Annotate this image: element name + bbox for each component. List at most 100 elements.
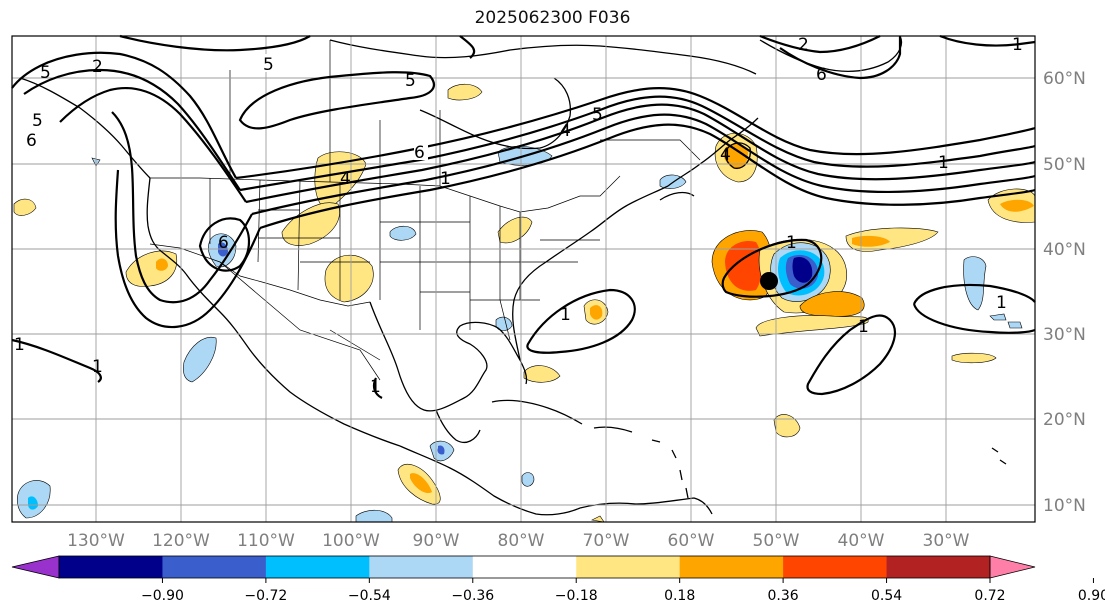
colorbar-segment: [886, 556, 991, 578]
shade-royal-honduras: [437, 445, 445, 455]
contour-label: 1: [858, 317, 869, 337]
contour-trough-west-2: [23, 68, 241, 191]
contour-jet-4: [251, 113, 1036, 216]
contour-label: 1: [560, 305, 571, 325]
contour-label: 1: [996, 293, 1007, 313]
contour-label: 4: [720, 145, 731, 165]
shade-yellow-carib: [591, 515, 605, 523]
lon-label: 130°W: [67, 531, 125, 551]
lat-label: 50°N: [1043, 155, 1086, 175]
contour-greenland-3: [939, 34, 1036, 47]
contour-trough-west-3: [59, 86, 247, 203]
colorbar-extend-low: [11, 555, 60, 579]
shade-lightblue-carib: [521, 472, 535, 487]
shade-lightblue-east-2: [989, 313, 1007, 321]
coast-baja-mexico: [185, 273, 401, 447]
colorbar-tick-label: −0.18: [555, 588, 598, 604]
contour-label: 5: [592, 105, 603, 125]
colorbar-segment: [59, 556, 163, 578]
shade-yellow-south-band: [755, 315, 869, 337]
shade-lightblue-east-3: [1007, 321, 1023, 329]
contour-label: 5: [40, 63, 51, 83]
contour-label: 1: [440, 169, 451, 189]
coast-arctic: [329, 39, 757, 75]
lat-label: 40°N: [1043, 240, 1086, 260]
lon-label: 50°W: [753, 531, 800, 551]
lon-label: 60°W: [668, 531, 715, 551]
shade-orange-west-spot: [156, 258, 168, 271]
contour-atlantic-east: [912, 283, 1036, 305]
contour-arctic-2: [459, 35, 476, 59]
colorbar-segment: [679, 556, 784, 578]
colorbar-segment: [162, 556, 267, 578]
us-mexico-border: [149, 243, 371, 307]
colorbar-segment: [265, 556, 370, 578]
shade-lightblue-mexico-pac: [182, 336, 217, 383]
shade-navy-storm: [792, 256, 813, 283]
contour-label: 1: [14, 335, 25, 355]
contour-label: 2: [798, 35, 809, 55]
contour-label: 5: [32, 111, 43, 131]
colorbar-tick-label: 0.18: [664, 588, 695, 604]
storm-center-marker: [760, 272, 778, 290]
colorbar-segment: [783, 556, 888, 578]
colorbar-tick-label: 0.54: [871, 588, 902, 604]
shade-yellow-east-south: [951, 352, 997, 364]
contour-label: 6: [26, 131, 37, 151]
parallels: [12, 77, 1035, 506]
contour-storm-inner: [721, 238, 823, 298]
shade-yellow-greatlakes: [497, 216, 533, 244]
colorbar-tick-label: −0.90: [141, 588, 184, 604]
shade-cyan-sw-pacific: [28, 496, 38, 510]
contour-label: 1: [938, 153, 949, 173]
contour-label: 1: [786, 233, 797, 253]
contour-label-bg: [414, 142, 428, 160]
shade-yellow-canada: [447, 83, 483, 101]
contour-label: 6: [816, 65, 827, 85]
colorbar-tick-label: 0.90: [1078, 588, 1105, 604]
map-title: 2025062300 F036: [474, 8, 631, 28]
contour-label: 1: [370, 377, 381, 397]
lon-label: 30°W: [923, 531, 970, 551]
lon-label: 80°W: [498, 531, 545, 551]
shade-orange-south: [799, 291, 865, 317]
coast-hispaniola: [593, 426, 633, 433]
contour-arctic-1: [119, 34, 311, 52]
colorbar: −0.90 −0.72 −0.54 −0.36 −0.18 0.18 0.36 0.54 0.7…: [11, 555, 1105, 604]
shade-yellow-gulf: [523, 365, 561, 383]
lon-label: 40°W: [838, 531, 885, 551]
contour-trough-west-5: [114, 169, 262, 329]
coast-alaska-bc: [19, 77, 151, 179]
coast-islands: [651, 439, 1007, 499]
colorbar-ticks: −0.90 −0.72 −0.54 −0.36 −0.18 0.18 0.36 0.54 0.7…: [141, 578, 1105, 604]
contour-low-west: [198, 217, 251, 272]
contour-atlantic-east-2: [912, 303, 1036, 334]
coast-hudson-bay: [419, 77, 572, 150]
shade-yellow-pacific-nw: [13, 198, 37, 216]
contour-label: 4: [560, 121, 571, 141]
shade-royal-west: [218, 242, 228, 257]
contour-label: 4: [340, 169, 351, 189]
coast-nova-scotia: [659, 191, 695, 201]
shade-lightblue-east: [963, 256, 987, 311]
contour-pacific-sw: [11, 338, 102, 383]
contour-label-layer: 5 6 5 4 5 1 2 6 5 4 5 1 1 1 1 1 6 1 1 1 …: [14, 35, 1023, 397]
map-frame: [11, 35, 1036, 523]
contour-label: 1: [92, 357, 103, 377]
contour-greenland-1: [759, 34, 881, 54]
colorbar-frame: [58, 555, 991, 579]
lat-label: 20°N: [1043, 410, 1086, 430]
latitude-labels: 60°N 50°N 40°N 30°N 20°N 10°N: [1043, 69, 1086, 516]
contour-label: 5: [263, 55, 274, 75]
state-lines-west: [209, 178, 370, 300]
lon-label: 110°W: [237, 531, 295, 551]
longitude-labels: 130°W 120°W 110°W 100°W 90°W 80°W 70°W 6…: [67, 531, 970, 551]
lat-label: 60°N: [1043, 69, 1086, 89]
colorbar-segments: [59, 556, 991, 578]
coast-pacific-us: [146, 177, 187, 275]
lon-label: 100°W: [322, 531, 380, 551]
contour-greenland-2: [779, 36, 902, 80]
colorbar-extend-high: [989, 555, 1036, 579]
shade-lightblue-central-2: [355, 509, 393, 523]
